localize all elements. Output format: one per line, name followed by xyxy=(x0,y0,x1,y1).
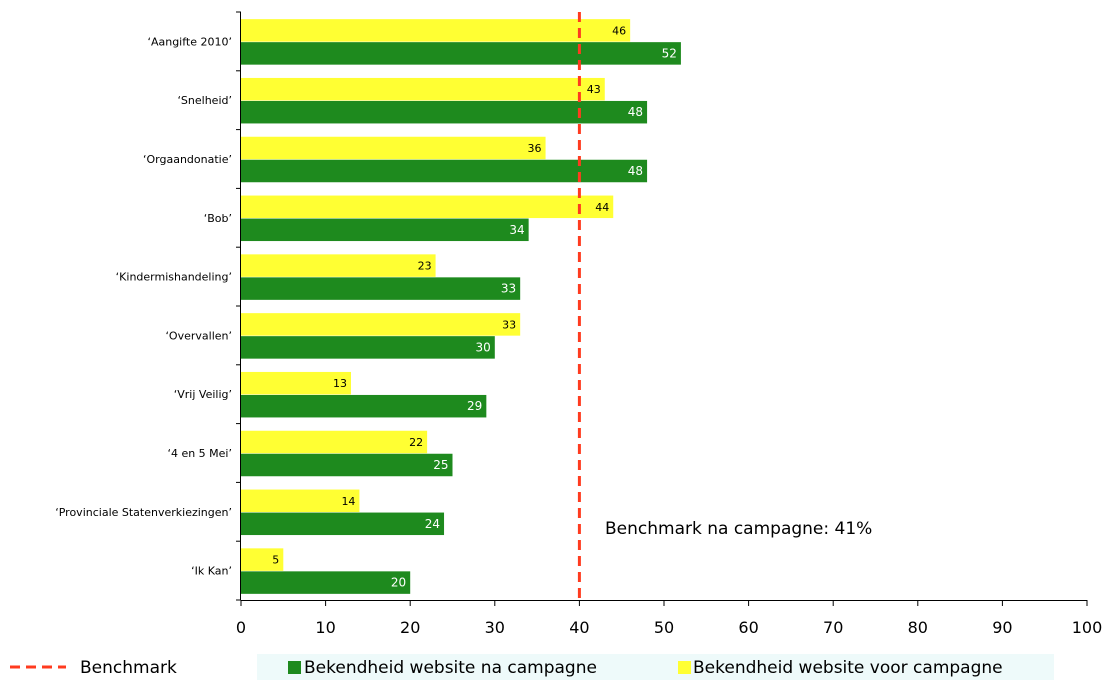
value-label-na-6: 29 xyxy=(467,399,482,413)
value-label-na-3: 34 xyxy=(509,223,524,237)
value-label-voor-3: 44 xyxy=(595,201,609,214)
x-tick-label-7: 70 xyxy=(823,618,843,637)
value-label-voor-9: 5 xyxy=(272,554,279,567)
bar-voor-3 xyxy=(241,195,614,219)
category-label-8: ‘Provinciale Statenverkiezingen’ xyxy=(55,506,232,519)
plot-area: 46 52 ‘Aangifte 2010’ 43 48 ‘Snelheid’ 36 48 ‘Or… xyxy=(55,11,1103,637)
bar-voor-1 xyxy=(241,77,605,101)
bar-na-4 xyxy=(241,277,521,300)
bar-voor-0 xyxy=(241,19,631,42)
bar-na-5 xyxy=(241,336,495,359)
category-label-3: ‘Bob’ xyxy=(204,212,232,225)
bar-na-6 xyxy=(241,394,487,418)
x-tick-label-1: 10 xyxy=(315,618,335,637)
x-tick-label-10: 100 xyxy=(1072,618,1103,637)
x-tick-label-4: 40 xyxy=(569,618,589,637)
category-label-5: ‘Overvallen’ xyxy=(165,329,232,342)
bar-na-3 xyxy=(241,218,529,242)
x-tick-label-3: 30 xyxy=(485,618,505,637)
category-label-0: ‘Aangifte 2010’ xyxy=(147,35,232,48)
bar-voor-4 xyxy=(241,254,436,277)
legend-swatch-na xyxy=(288,661,301,674)
legend-background xyxy=(257,654,1054,680)
bar-na-1 xyxy=(241,100,648,124)
bar-na-9 xyxy=(241,571,411,594)
value-label-na-8: 24 xyxy=(425,517,440,531)
bar-voor-9 xyxy=(241,548,284,571)
benchmark-annotation: Benchmark na campagne: 41% xyxy=(605,519,872,539)
category-label-2: ‘Orgaandonatie’ xyxy=(143,153,232,166)
bar-na-0 xyxy=(241,42,681,65)
x-tick-label-2: 20 xyxy=(400,618,420,637)
bar-na-7 xyxy=(241,453,453,477)
category-label-4: ‘Kindermishandeling’ xyxy=(116,271,232,284)
value-label-na-0: 52 xyxy=(662,46,677,60)
value-label-voor-4: 23 xyxy=(418,260,432,273)
value-label-voor-7: 22 xyxy=(409,436,423,449)
legend: Bekendheid website na campagne Bekendhei… xyxy=(257,654,1054,680)
value-label-voor-0: 46 xyxy=(612,24,626,37)
value-label-na-2: 48 xyxy=(628,164,643,178)
value-label-voor-2: 36 xyxy=(528,142,542,155)
x-tick-label-0: 0 xyxy=(236,618,246,637)
benchmark-legend: Benchmark xyxy=(10,658,177,678)
bar-na-8 xyxy=(241,512,445,536)
bar-na-2 xyxy=(241,159,648,183)
bar-voor-7 xyxy=(241,430,428,454)
value-label-na-4: 33 xyxy=(501,282,516,296)
legend-swatch-voor xyxy=(678,661,691,674)
value-label-na-5: 30 xyxy=(476,340,491,354)
category-label-1: ‘Snelheid’ xyxy=(177,94,232,107)
bar-voor-8 xyxy=(241,489,360,513)
value-label-voor-6: 13 xyxy=(333,377,347,390)
legend-label-voor: Bekendheid website voor campagne xyxy=(693,658,1003,678)
benchmark-legend-label: Benchmark xyxy=(80,658,177,678)
bar-voor-2 xyxy=(241,136,546,160)
value-label-na-1: 48 xyxy=(628,105,643,119)
category-label-7: ‘4 en 5 Mei’ xyxy=(167,447,232,460)
category-label-9: ‘Ik Kan’ xyxy=(191,565,232,578)
bar-voor-5 xyxy=(241,313,521,336)
value-label-voor-1: 43 xyxy=(587,83,601,96)
category-label-6: ‘Vrij Veilig’ xyxy=(174,388,232,401)
x-tick-label-9: 90 xyxy=(992,618,1012,637)
value-label-na-7: 25 xyxy=(433,458,448,472)
bar-voor-6 xyxy=(241,371,351,395)
value-label-voor-5: 33 xyxy=(502,318,516,331)
x-tick-label-6: 60 xyxy=(738,618,758,637)
x-tick-label-8: 80 xyxy=(908,618,928,637)
value-label-na-9: 20 xyxy=(391,576,406,590)
legend-label-na: Bekendheid website na campagne xyxy=(304,658,597,678)
x-tick-label-5: 50 xyxy=(654,618,674,637)
value-label-voor-8: 14 xyxy=(341,495,355,508)
